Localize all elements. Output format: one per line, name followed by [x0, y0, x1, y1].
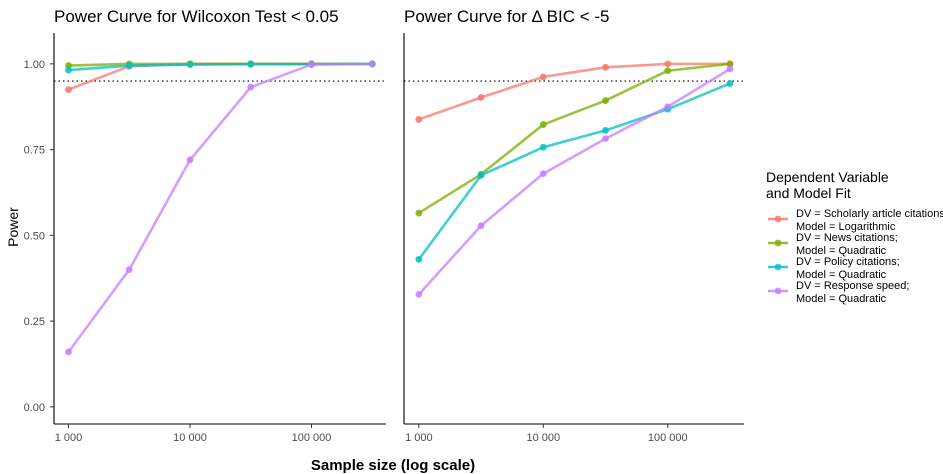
right-panel-axes	[403, 33, 744, 425]
left-panel-title: Power Curve for Wilcoxon Test < 0.05	[54, 7, 339, 26]
legend-label-line1: DV = News citations;	[796, 232, 898, 244]
data-point	[477, 222, 485, 230]
data-point	[602, 127, 609, 134]
legend-key-point	[774, 239, 782, 247]
data-point	[602, 97, 609, 104]
left-panel-axes	[53, 33, 386, 425]
data-point	[539, 121, 547, 128]
legend-label-line2: Model = Quadratic	[796, 269, 887, 281]
data-point	[539, 73, 547, 81]
legend-title-line2: and Model Fit	[766, 185, 851, 201]
legend-title-line1: Dependent Variable	[766, 169, 889, 185]
series-line	[417, 67, 731, 296]
y-tick-label-1: 0.25	[24, 316, 45, 328]
data-point	[539, 143, 547, 151]
data-point	[664, 67, 672, 75]
legend-key-point	[774, 215, 782, 223]
right-x-tick-label-2: 100 000	[648, 432, 688, 444]
legend-item: DV = Response speed; Model = Quadratic	[768, 280, 909, 305]
data-point	[726, 60, 734, 68]
left-panel-plot	[50, 60, 386, 428]
data-point	[726, 65, 734, 73]
data-point	[125, 62, 133, 69]
legend-label-line2: Model = Quadratic	[796, 293, 887, 305]
data-point	[477, 94, 485, 101]
left-x-tick-label-0: 1 000	[55, 432, 83, 444]
series-line	[418, 62, 731, 215]
legend-item: DV = Scholarly article citations; Model …	[768, 208, 943, 233]
data-point	[664, 60, 672, 68]
data-point	[477, 171, 485, 179]
data-point	[415, 290, 423, 298]
legend-item: DV = News citations; Model = Quadratic	[768, 232, 898, 257]
data-point	[726, 80, 734, 87]
legend-item: DV = Policy citations; Model = Quadratic	[768, 256, 900, 281]
y-tick-label-4: 1.00	[24, 59, 45, 71]
data-point	[247, 60, 255, 68]
left-y-ticks: 0.00 0.25 0.50 0.75 1.00	[24, 59, 45, 414]
y-tick-label-3: 0.75	[24, 145, 45, 157]
legend: Dependent Variable and Model Fit DV = Sc…	[766, 169, 943, 305]
y-tick-label-2: 0.50	[24, 230, 45, 242]
data-point	[186, 61, 194, 68]
data-point	[186, 156, 194, 164]
legend-label-line2: Model = Logarithmic	[796, 221, 896, 233]
left-x-ticks: 1 000 10 000 100 000	[55, 432, 332, 444]
right-panel-title: Power Curve for Δ BIC < -5	[404, 7, 610, 26]
data-point	[308, 61, 315, 68]
data-point	[602, 63, 609, 71]
legend-label-line1: DV = Policy citations;	[796, 256, 900, 268]
right-x-ticks: 1 000 10 000 100 000	[405, 432, 688, 444]
series-line	[67, 62, 373, 353]
y-tick-label-0: 0.00	[24, 402, 45, 414]
x-axis-title: Sample size (log scale)	[311, 457, 475, 474]
data-point	[539, 170, 547, 178]
y-axis-title: Power	[5, 207, 21, 247]
left-x-tick-label-2: 100 000	[292, 432, 332, 444]
data-point	[65, 86, 72, 93]
data-point	[247, 83, 255, 91]
data-point	[415, 116, 423, 123]
right-x-tick-label-1: 10 000	[526, 432, 560, 444]
series-line	[418, 62, 730, 121]
data-point	[65, 348, 72, 356]
legend-key-point	[774, 263, 782, 271]
data-point	[664, 103, 672, 111]
left-x-tick-label-1: 10 000	[173, 432, 207, 444]
right-x-tick-label-0: 1 000	[405, 432, 433, 444]
data-point	[415, 255, 423, 263]
data-point	[415, 209, 423, 217]
legend-label-line1: DV = Scholarly article citations;	[796, 208, 943, 220]
legend-label-line2: Model = Quadratic	[796, 245, 887, 257]
data-point	[125, 266, 133, 274]
data-point	[65, 66, 72, 74]
right-panel-plot	[404, 60, 744, 428]
legend-key-point	[774, 287, 782, 295]
data-point	[602, 135, 609, 143]
series-line	[417, 82, 731, 261]
legend-label-line1: DV = Response speed;	[796, 280, 909, 292]
data-point	[368, 60, 376, 68]
